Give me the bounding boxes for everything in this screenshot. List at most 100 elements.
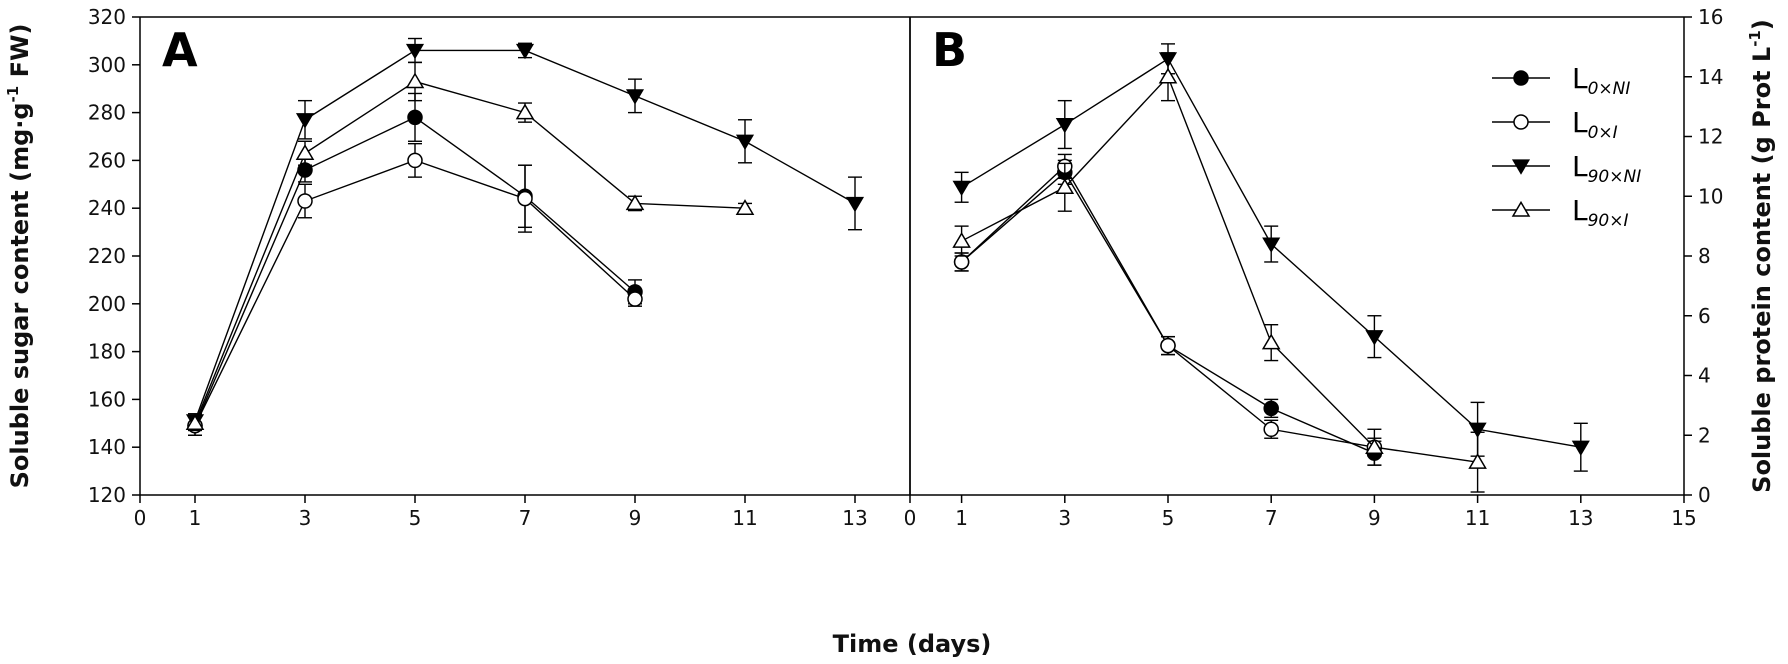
panel-a-y-tick-label: 260 [88, 148, 126, 172]
panel-a-point-L90xI [515, 103, 535, 120]
panel-a-x-tick-label: 0 [134, 506, 147, 530]
panel-b-x-tick-label: 5 [1162, 506, 1175, 530]
panel-a-y-tick-label: 200 [88, 292, 126, 316]
legend-item-L90xI: L90×I [1492, 194, 1629, 231]
legend-item-L0xI: L0×I [1492, 106, 1618, 143]
panel-a-y-axis-title-text-end: FW) [6, 24, 34, 86]
panel-b-point-L0xI [1160, 337, 1176, 354]
panel-a-point-L0xI [517, 190, 533, 207]
panel-b-y-tick-label: 4 [1698, 364, 1711, 388]
axes-frame [132, 16, 1692, 503]
panel-b-point-L90xNI [1365, 330, 1384, 346]
panel-a-point-L0xI [627, 291, 643, 307]
panel-b-point-L90xNI [1571, 440, 1590, 456]
panel-a-y-tick-label: 320 [88, 5, 126, 29]
panel-b-x-tick-label: 3 [1058, 506, 1071, 530]
panel-a-x-tick-label: 5 [409, 506, 422, 530]
panel-b-y-tick-label: 10 [1698, 184, 1723, 208]
panel-a-x-tick-label: 11 [732, 506, 757, 530]
panel-b-point-L90xI [1055, 178, 1075, 195]
legend-item-L0xNI: L0×NI [1492, 62, 1630, 99]
legend-label-subscript: 0×NI [1588, 79, 1631, 99]
panel-a-point-L0xI [407, 152, 423, 169]
panel-a-y-tick-label: 160 [88, 387, 126, 411]
panel-b-series-L0xNI [953, 159, 1383, 466]
legend-label-main: L [1572, 62, 1588, 95]
panel-a-x-tick-label: 7 [519, 506, 532, 530]
legend-label-L0xI: L0×I [1572, 106, 1618, 143]
panel-a-y-tick-label: 140 [88, 435, 126, 459]
legend-label-L90xNI: L90×NI [1572, 150, 1641, 187]
panel-a-point-L90xNI [405, 43, 425, 60]
panel-a-point-L0xI [297, 193, 313, 209]
legend-marker-open-circle [1513, 114, 1529, 130]
panel-b-y-axis-title-superscript: -1 [1746, 30, 1764, 47]
panel-a-point-L90xI [185, 414, 205, 431]
legend-label-subscript: 90×I [1588, 211, 1629, 231]
panel-a-point-L90xNI [295, 113, 315, 129]
legend-marker-open-triangle-up [1511, 200, 1531, 217]
panel-a-y-tick-label: 120 [88, 483, 126, 507]
legend-label-main: L [1572, 106, 1588, 139]
panel-b-series-L90xI [952, 52, 1487, 493]
panel-a-point-L90xNI [625, 89, 645, 105]
panel-a-series-L90xNI [185, 37, 865, 430]
panel-b-point-L90xNI [952, 180, 971, 197]
panel-b-y-tick-label: 14 [1698, 65, 1723, 89]
panel-a-x-tick-label: 1 [189, 506, 202, 530]
panel-b-y-tick-label: 16 [1698, 5, 1723, 29]
panel-a-y-tick-label: 300 [88, 53, 126, 77]
panel-a-x-tick-label: 13 [842, 506, 867, 530]
panel-b-x-tick-label: 0 [904, 506, 917, 530]
panel-a-y-tick-label: 240 [88, 196, 126, 220]
panel-b-y-tick-label: 6 [1698, 304, 1711, 328]
panel-a-point-L0xNI [407, 109, 423, 126]
panel-b-series-L90xNI [952, 43, 1590, 472]
panel-b-point-L90xNI [1055, 117, 1074, 134]
panel-a-y-tick-label: 180 [88, 340, 126, 364]
text-layer: 0 1 3 5 7 9 11 13120140160180200220240260280300… [4, 5, 1776, 658]
legend-item-L90xNI: L90×NI [1492, 150, 1641, 187]
panel-b-point-L90xI [1468, 453, 1487, 469]
panel-b-letter: B [932, 23, 967, 77]
panel-b-point-L90xI [1365, 438, 1384, 454]
panel-a-y-tick-label: 280 [88, 101, 126, 125]
panel-b-point-L0xI [1263, 421, 1279, 438]
panel-b-y-tick-label: 0 [1698, 483, 1711, 507]
panel-b-point-L90xI [952, 231, 971, 248]
panel-a-x-tick-label: 3 [299, 506, 312, 530]
panel-a-letter: A [162, 23, 198, 77]
panel-a-series-L0xI [187, 142, 643, 436]
panel-b-point-L90xI [1261, 333, 1281, 350]
legend-label-L90xI: L90×I [1572, 194, 1629, 231]
data-layer [185, 37, 1590, 493]
panel-b-x-tick-label: 7 [1265, 506, 1278, 530]
panel-a-point-L90xNI [515, 43, 535, 60]
panel-a-point-L90xI [295, 144, 315, 160]
legend-label-subscript: 90×NI [1588, 167, 1642, 187]
panel-b-point-L90xNI [1468, 422, 1487, 439]
x-axis-title: Time (days) [833, 630, 992, 658]
panel-b-point-L90xI [1158, 67, 1178, 84]
panel-a-y-axis-title-superscript: -1 [4, 86, 22, 103]
panel-b-series-line-L90xI [961, 75, 1478, 463]
panel-a-point-L90xI [735, 199, 755, 215]
panel-a-x-tick-label: 9 [629, 506, 642, 530]
panel-a-series-line-L0xI [194, 159, 636, 426]
panel-b-series-line-L0xNI [961, 171, 1375, 454]
panel-b-point-L0xI [953, 254, 970, 270]
legend-label-main: L [1572, 194, 1588, 227]
panel-b-x-tick-label: 1 [955, 506, 968, 530]
panel-a-point-L90xNI [735, 134, 755, 151]
panel-a-y-axis-title-text: Soluble sugar content (mg·g [6, 102, 34, 488]
panel-b-point-L0xNI [1263, 400, 1279, 417]
panel-b-y-tick-label: 12 [1698, 125, 1723, 149]
panel-a-point-L90xI [625, 194, 645, 211]
panel-b-point-L90xNI [1262, 237, 1281, 253]
legend-label-L0xNI: L0×NI [1572, 62, 1630, 99]
panel-b-y-tick-label: 2 [1698, 423, 1711, 447]
panel-a-y-axis-title: Soluble sugar content (mg·g-1 FW) [4, 24, 34, 489]
panel-b-x-tick-label: 15 [1671, 506, 1696, 530]
panel-b-x-tick-label: 13 [1568, 506, 1593, 530]
